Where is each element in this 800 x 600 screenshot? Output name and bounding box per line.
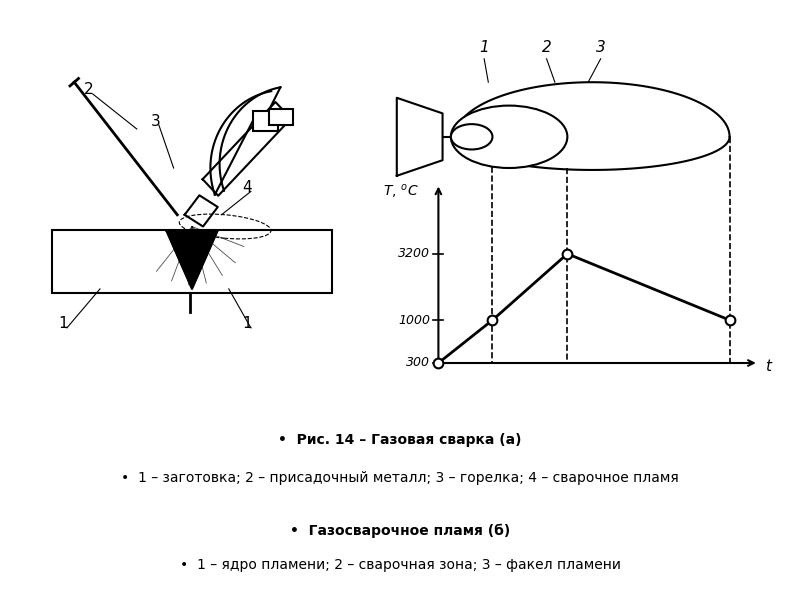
Text: 4: 4 <box>242 180 252 195</box>
Text: 1: 1 <box>58 317 68 331</box>
Text: 1: 1 <box>479 40 489 55</box>
Text: 2: 2 <box>84 82 94 97</box>
Text: 300: 300 <box>406 356 430 370</box>
Bar <box>253 112 278 131</box>
Text: •  1 – ядро пламени; 2 – сварочная зона; 3 – факел пламени: • 1 – ядро пламени; 2 – сварочная зона; … <box>179 558 621 572</box>
Polygon shape <box>202 102 291 196</box>
Text: •  1 – заготовка; 2 – присадочный металл; 3 – горелка; 4 – сварочное пламя: • 1 – заготовка; 2 – присадочный металл;… <box>121 472 679 485</box>
Text: •  Рис. 14 – Газовая сварка (а): • Рис. 14 – Газовая сварка (а) <box>278 433 522 447</box>
Text: $t$: $t$ <box>765 358 774 374</box>
Ellipse shape <box>451 106 567 168</box>
Polygon shape <box>166 230 218 289</box>
Text: 1: 1 <box>242 317 252 331</box>
Text: 3: 3 <box>596 40 606 55</box>
Ellipse shape <box>451 124 493 149</box>
Text: •  Газосварочное пламя (б): • Газосварочное пламя (б) <box>290 523 510 538</box>
Text: 3: 3 <box>150 113 160 128</box>
Text: 3200: 3200 <box>398 247 430 260</box>
Text: 2: 2 <box>542 40 551 55</box>
Polygon shape <box>397 98 442 176</box>
Text: 1000: 1000 <box>398 314 430 326</box>
Bar <box>270 109 294 125</box>
Bar <box>52 230 332 293</box>
Text: $T,\,^o C$: $T,\,^o C$ <box>383 182 419 200</box>
